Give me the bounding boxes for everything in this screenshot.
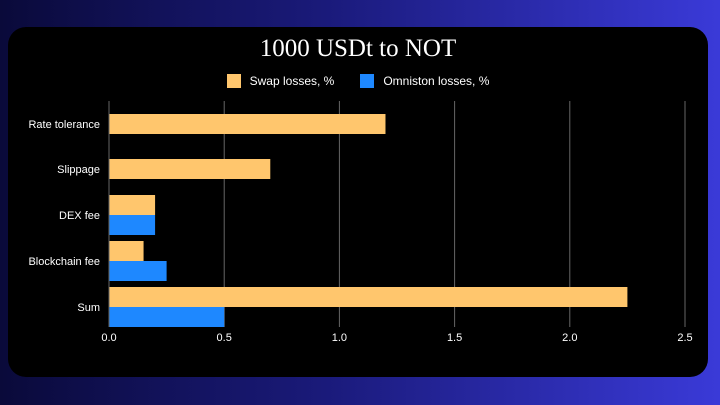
bar-swap-2 xyxy=(109,195,156,215)
category-label-2: DEX fee xyxy=(59,210,100,222)
legend-swatch-omniston xyxy=(360,74,375,88)
bar-omniston-2 xyxy=(109,215,156,235)
bar-omniston-3 xyxy=(109,261,167,281)
chart-legend: Swap losses, % Omniston losses, % xyxy=(8,74,708,88)
chart-card: 1000 USDt to NOT Swap losses, % Omniston… xyxy=(8,27,708,377)
chart-title: 1000 USDt to NOT xyxy=(259,35,457,62)
legend-item-omniston[interactable]: Omniston losses, % xyxy=(360,74,489,88)
legend-item-swap[interactable]: Swap losses, % xyxy=(226,74,335,88)
category-label-0: Rate tolerance xyxy=(28,119,100,131)
bar-swap-0 xyxy=(109,114,386,134)
chart-plot-area: Rate tolerance Slippage DEX fee Blockchain … xyxy=(28,101,693,344)
legend-swatch-swap xyxy=(226,74,241,88)
bar-swap-3 xyxy=(109,241,144,261)
bar-omniston-4 xyxy=(109,307,225,327)
legend-label-swap: Swap losses, % xyxy=(249,74,335,88)
bar-swap-4 xyxy=(109,287,628,307)
x-tick-label-0: 0.0 xyxy=(101,332,116,344)
bar-swap-1 xyxy=(109,159,271,179)
legend-label-omniston: Omniston losses, % xyxy=(383,74,490,88)
category-label-4: Sum xyxy=(77,302,100,314)
category-label-3: Blockchain fee xyxy=(28,256,100,268)
x-tick-label-5: 2.5 xyxy=(677,332,692,344)
x-tick-label-3: 1.5 xyxy=(447,332,462,344)
x-tick-label-1: 0.5 xyxy=(217,332,232,344)
x-tick-label-4: 2.0 xyxy=(562,332,577,344)
x-tick-label-2: 1.0 xyxy=(332,332,347,344)
category-label-1: Slippage xyxy=(57,164,100,176)
